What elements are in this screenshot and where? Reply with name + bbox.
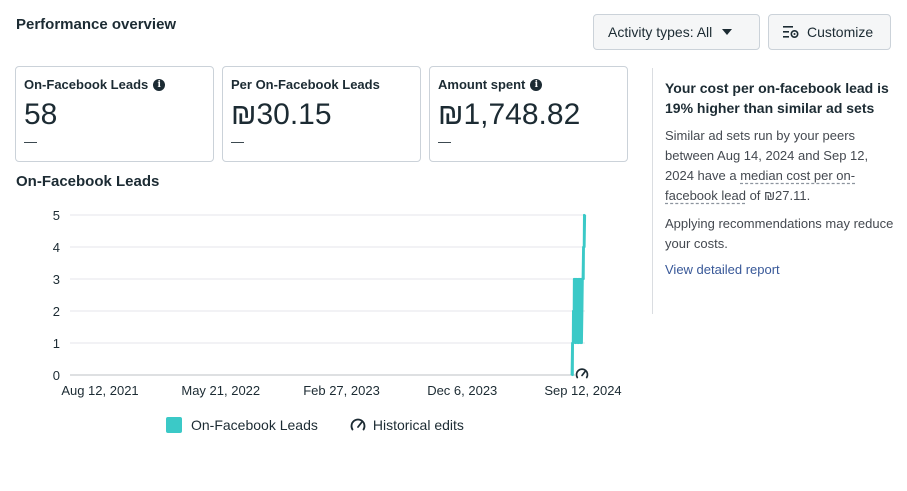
page-title: Performance overview bbox=[16, 16, 177, 33]
median-cost-term[interactable]: median cost per on-facebook lead bbox=[665, 168, 856, 203]
data-point bbox=[582, 246, 584, 248]
data-point bbox=[573, 310, 576, 312]
data-point bbox=[575, 310, 578, 312]
insight-body: Similar ad sets run by your peers betwee… bbox=[665, 128, 869, 203]
divider bbox=[652, 68, 653, 314]
legend-item-leads[interactable]: On-Facebook Leads bbox=[166, 417, 318, 433]
metric-value: ₪1,748.82 bbox=[438, 98, 581, 131]
data-point bbox=[581, 310, 584, 312]
y-tick-label: 5 bbox=[53, 208, 60, 223]
activity-types-label: Activity types: All bbox=[608, 24, 713, 40]
customize-label: Customize bbox=[807, 24, 874, 40]
data-point bbox=[580, 278, 583, 280]
metric-label: On-Facebook Leads bbox=[24, 77, 149, 92]
data-point bbox=[571, 374, 574, 376]
insight-recommendation: Applying recommendations may reduce your… bbox=[665, 216, 894, 251]
metric-change: — bbox=[438, 134, 451, 149]
speedometer-icon bbox=[350, 418, 366, 431]
activity-types-dropdown[interactable]: Activity types: All bbox=[593, 14, 760, 50]
chart-legend: On-Facebook Leads Historical edits bbox=[166, 417, 464, 433]
customize-icon bbox=[783, 26, 799, 39]
data-point bbox=[576, 342, 579, 344]
metric-card-amount-spent[interactable]: Amount spent i ₪1,748.82 — bbox=[429, 66, 628, 162]
y-tick-label: 3 bbox=[53, 272, 60, 287]
legend-swatch bbox=[166, 417, 182, 433]
chart-title: On-Facebook Leads bbox=[16, 173, 160, 190]
x-tick-label: Aug 12, 2021 bbox=[61, 383, 138, 398]
view-detailed-report-link[interactable]: View detailed report bbox=[665, 262, 780, 277]
legend-item-historical-edits[interactable]: Historical edits bbox=[350, 417, 464, 433]
y-tick-label: 2 bbox=[53, 304, 60, 319]
x-tick-label: Dec 6, 2023 bbox=[427, 383, 497, 398]
customize-button[interactable]: Customize bbox=[768, 14, 891, 50]
legend-label: Historical edits bbox=[372, 417, 464, 433]
info-icon[interactable]: i bbox=[530, 78, 543, 91]
info-icon[interactable]: i bbox=[153, 78, 166, 91]
data-point bbox=[577, 342, 580, 344]
x-tick-label: May 21, 2022 bbox=[181, 383, 260, 398]
y-tick-label: 4 bbox=[53, 240, 60, 255]
data-point bbox=[584, 214, 586, 216]
historical-edit-marker[interactable] bbox=[575, 367, 589, 381]
data-point bbox=[582, 278, 585, 280]
insight-title: Your cost per on-facebook lead is 19% hi… bbox=[665, 80, 889, 116]
y-tick-label: 0 bbox=[53, 368, 60, 383]
data-point bbox=[578, 310, 581, 312]
series-line-leads bbox=[570, 213, 587, 377]
data-point bbox=[581, 342, 583, 344]
x-tick-label: Feb 27, 2023 bbox=[303, 383, 380, 398]
data-point bbox=[583, 246, 586, 248]
caret-down-icon bbox=[722, 29, 733, 35]
data-point bbox=[572, 310, 574, 312]
leads-line-chart[interactable]: 0 1 2 3 4 5 Aug 12, 2021 May 21, 2022 Feb 27, 20… bbox=[0, 195, 640, 405]
data-point bbox=[579, 342, 582, 344]
legend-label: On-Facebook Leads bbox=[191, 417, 318, 433]
y-tick-label: 1 bbox=[53, 336, 60, 351]
metric-value: 58 bbox=[24, 98, 58, 131]
metric-card-cost-per-lead[interactable]: Per On-Facebook Leads ₪30.15 — bbox=[222, 66, 421, 162]
metric-change: — bbox=[24, 134, 37, 149]
metric-label: Per On-Facebook Leads bbox=[231, 77, 380, 92]
data-point bbox=[571, 342, 574, 344]
metric-value: ₪30.15 bbox=[231, 98, 332, 131]
data-point bbox=[580, 310, 582, 312]
metric-label: Amount spent bbox=[438, 77, 526, 92]
data-point bbox=[575, 278, 578, 280]
data-point bbox=[579, 278, 581, 280]
x-tick-label: Sep 12, 2024 bbox=[544, 383, 621, 398]
data-point bbox=[576, 310, 579, 312]
data-point bbox=[572, 342, 575, 344]
metric-change: — bbox=[231, 134, 244, 149]
data-point bbox=[574, 342, 577, 344]
insight-panel: Your cost per on-facebook lead is 19% hi… bbox=[665, 78, 897, 277]
metric-card-leads[interactable]: On-Facebook Leads i 58 — bbox=[15, 66, 214, 162]
